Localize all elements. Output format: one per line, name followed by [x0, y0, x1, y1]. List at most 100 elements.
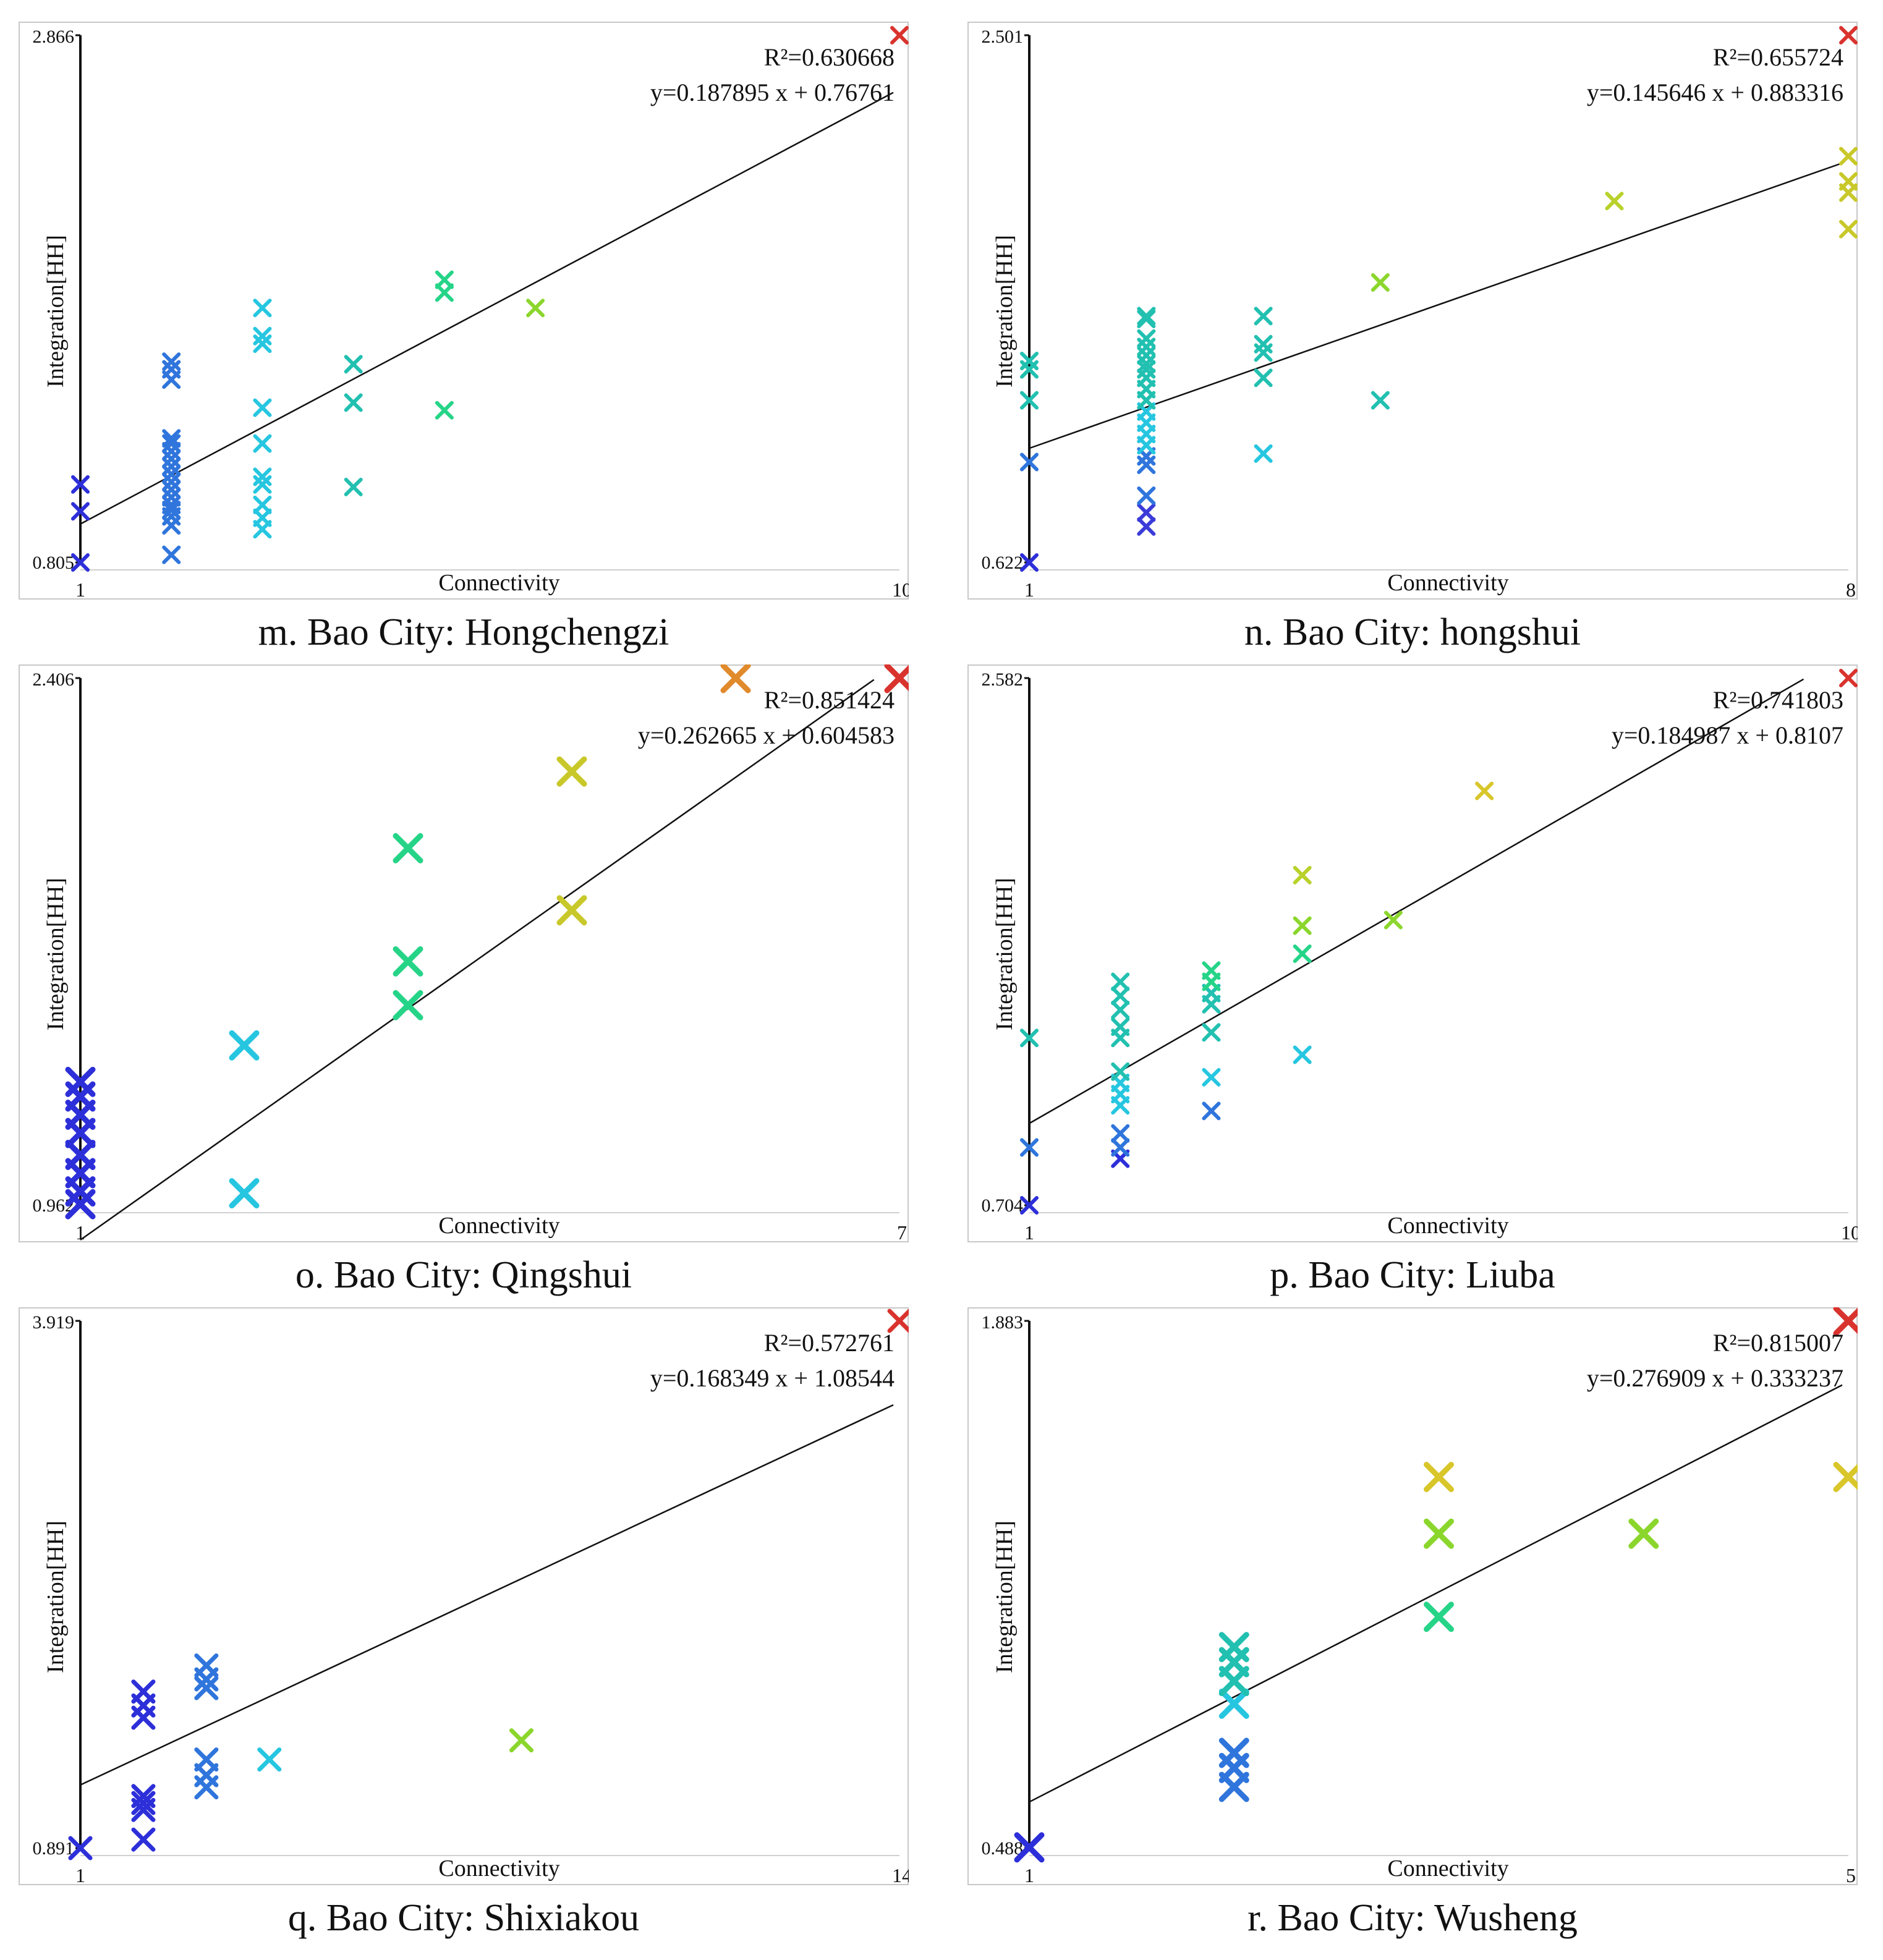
y-axis-label: Integration[HH] — [43, 235, 69, 388]
data-point — [1833, 1462, 1858, 1493]
data-point — [1218, 1688, 1249, 1719]
y-tick-label-min: 0.704 — [982, 1195, 1024, 1216]
data-point — [229, 1178, 260, 1209]
data-point — [71, 553, 90, 572]
data-point — [1293, 916, 1312, 935]
chart-frame — [19, 22, 909, 600]
x-axis-label: Connectivity — [438, 570, 559, 596]
y-tick-label-min: 0.622 — [982, 553, 1024, 573]
chart-caption: o. Bao City: Qingshui — [295, 1254, 632, 1296]
data-point — [1137, 517, 1156, 536]
data-point — [1371, 273, 1390, 292]
data-point — [253, 326, 272, 346]
x-axis-label: Connectivity — [1387, 570, 1508, 596]
data-point — [65, 1066, 96, 1097]
chart-frame — [967, 1307, 1858, 1885]
chart-frame — [19, 1307, 909, 1885]
data-point — [1293, 1045, 1312, 1064]
data-point — [1111, 986, 1130, 1006]
regression-equation: y=0.168349 x + 1.08544 — [650, 1364, 895, 1392]
x-tick-label-max: 10 — [1841, 1221, 1858, 1242]
data-point — [131, 1827, 156, 1852]
data-point — [1218, 1632, 1249, 1663]
data-point — [344, 477, 363, 496]
data-point — [435, 270, 454, 289]
chart-panel-q: 3.919 0.891 1 14 Connectivity Integration[HH]… — [19, 1307, 909, 1947]
y-tick-label-max: 2.866 — [33, 27, 75, 47]
data-point — [1839, 146, 1858, 166]
data-point — [162, 352, 181, 371]
data-point — [1020, 1138, 1039, 1157]
regression-equation: y=0.145646 x + 0.883316 — [1586, 78, 1843, 106]
x-tick-label-min: 1 — [75, 579, 85, 600]
chart-caption: r. Bao City: Wusheng — [1248, 1897, 1578, 1939]
regression-line — [80, 679, 875, 1241]
data-point — [68, 1836, 93, 1860]
data-point — [344, 355, 363, 374]
data-point — [1020, 352, 1039, 371]
x-tick-label-max: 5 — [1846, 1864, 1856, 1885]
data-point — [1202, 1101, 1221, 1121]
chart-panel-p: 2.582 0.704 1 10 Connectivity Integration[HH]… — [967, 664, 1858, 1304]
y-tick-label-max: 2.501 — [982, 27, 1024, 47]
chart-caption: m. Bao City: Hongchengzi — [258, 611, 669, 653]
data-point — [887, 1309, 909, 1333]
y-tick-label-min: 0.488 — [982, 1838, 1024, 1859]
data-point — [162, 434, 181, 453]
regression-line — [80, 1404, 894, 1786]
data-point — [1293, 865, 1312, 885]
data-point — [253, 434, 272, 453]
x-axis-label: Connectivity — [1387, 1213, 1508, 1239]
r-squared-label: R²=0.572761 — [763, 1329, 895, 1357]
y-tick-label-min: 0.891 — [33, 1838, 75, 1859]
y-axis-label: Integration[HH] — [43, 878, 69, 1030]
data-point — [1137, 329, 1156, 348]
y-axis-label: Integration[HH] — [992, 1521, 1018, 1673]
data-point — [1111, 1000, 1130, 1019]
y-tick-label-min: 0.805 — [33, 553, 75, 573]
data-point — [1111, 1124, 1130, 1143]
data-point — [1137, 486, 1156, 505]
data-point — [1111, 1062, 1130, 1081]
x-tick-label-max: 7 — [897, 1221, 907, 1242]
data-point — [1111, 1017, 1130, 1037]
data-point — [1111, 1138, 1130, 1157]
data-point — [162, 545, 181, 564]
data-point — [1202, 961, 1221, 980]
data-point — [1020, 391, 1039, 410]
data-point — [71, 475, 90, 494]
data-point — [253, 398, 272, 417]
data-point — [1833, 1307, 1858, 1336]
data-point — [509, 1728, 533, 1753]
r-squared-label: R²=0.851424 — [763, 686, 895, 714]
regression-line — [1029, 678, 1804, 1124]
y-axis-label: Integration[HH] — [992, 878, 1018, 1030]
data-point — [1254, 444, 1273, 463]
data-point — [253, 495, 272, 514]
x-axis-label: Connectivity — [438, 1213, 559, 1239]
data-point — [1137, 503, 1156, 522]
data-point — [1137, 360, 1156, 379]
data-point — [194, 1676, 219, 1700]
data-point — [1424, 1518, 1454, 1549]
regression-line — [1029, 162, 1843, 449]
regression-equation: y=0.262665 x + 0.604583 — [637, 721, 895, 749]
regression-equation: y=0.187895 x + 0.76761 — [650, 78, 895, 106]
data-point — [229, 1030, 260, 1061]
regression-line — [1029, 1384, 1843, 1803]
y-tick-label-max: 2.582 — [982, 669, 1024, 690]
data-point — [65, 1139, 96, 1170]
data-point — [1111, 972, 1130, 991]
data-point — [1254, 334, 1273, 354]
data-point — [1020, 452, 1039, 472]
chart-panel-o: 2.406 0.962 1 7 Connectivity Integration[HH] R… — [19, 664, 909, 1304]
x-tick-label-min: 1 — [75, 1221, 85, 1242]
data-point — [1293, 944, 1312, 964]
data-point — [257, 1747, 282, 1772]
regression-equation: y=0.184987 x + 0.8107 — [1611, 721, 1843, 749]
data-point — [1839, 669, 1858, 687]
